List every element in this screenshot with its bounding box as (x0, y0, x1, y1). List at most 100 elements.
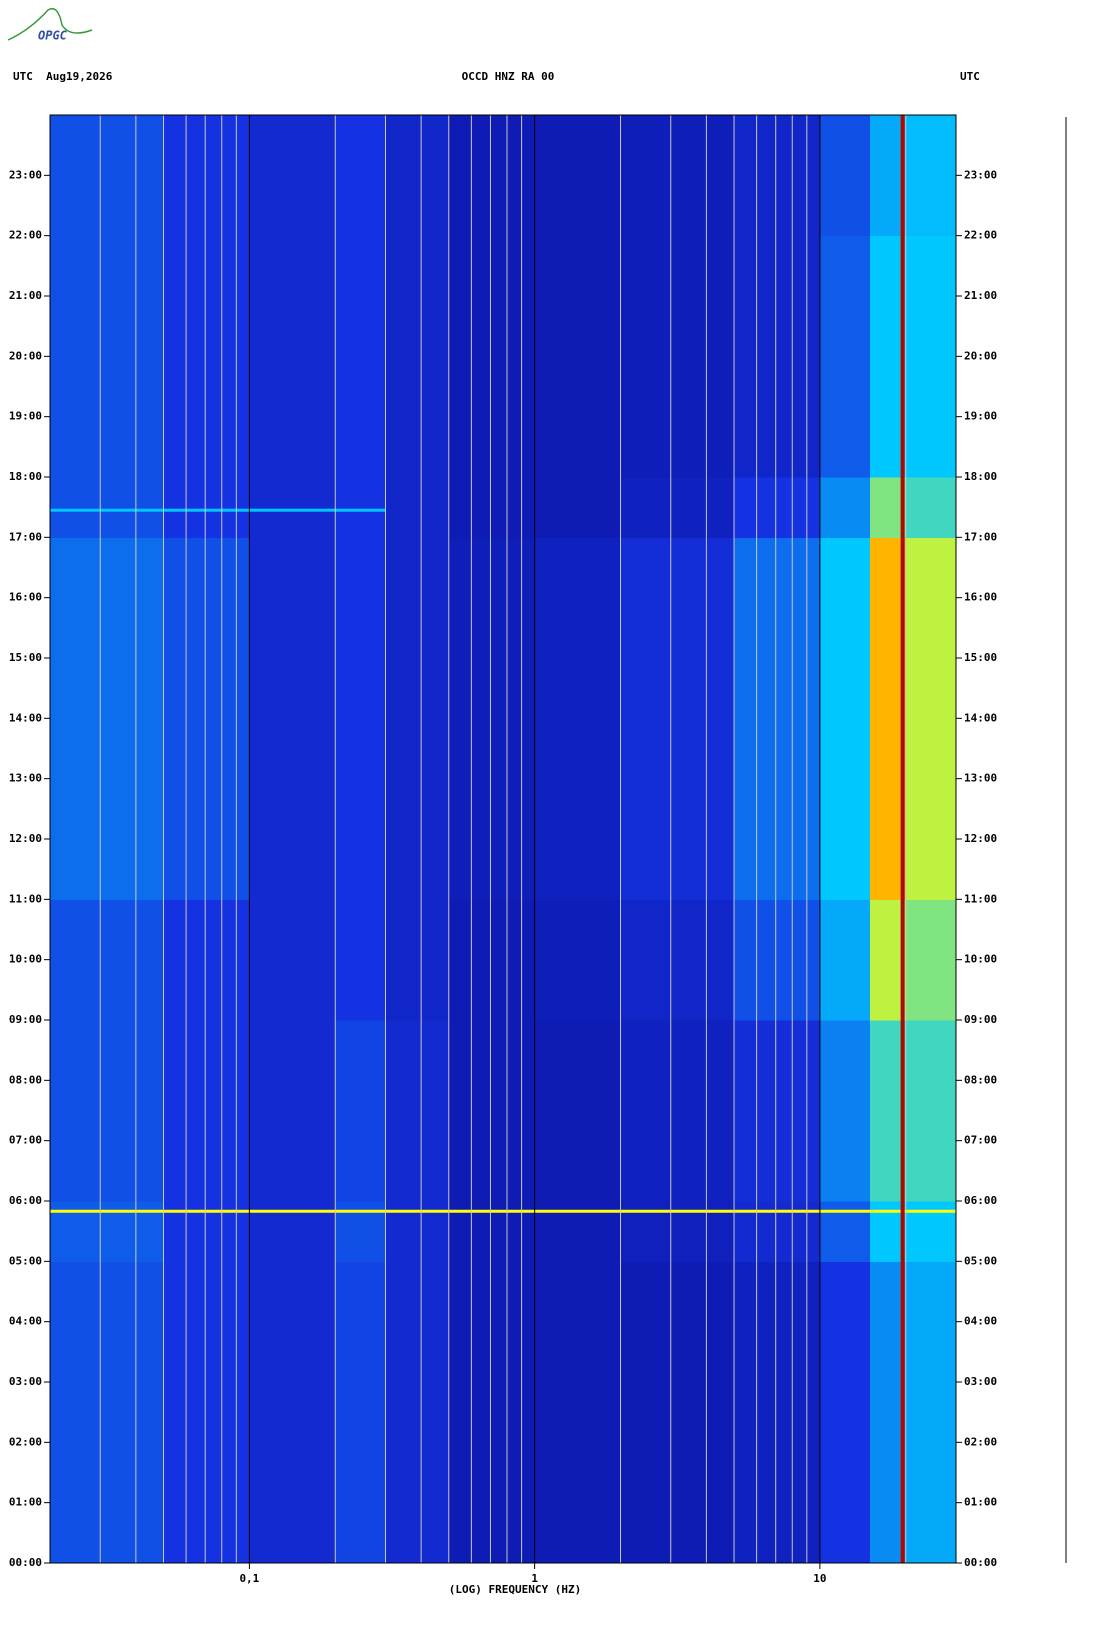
spectrogram-cell (385, 1321, 450, 1383)
spectrogram-cell (249, 537, 336, 599)
event-band (50, 508, 386, 512)
spectrogram-cell (870, 1080, 907, 1142)
spectrogram-cell (448, 1080, 536, 1142)
spectrogram-cell (385, 1442, 450, 1504)
spectrogram-cell (448, 839, 536, 900)
y-tick-label: 14:00 (964, 711, 997, 724)
spectrogram-cell (163, 537, 250, 599)
spectrogram-cell (335, 1321, 386, 1383)
y-tick-label: 10:00 (9, 953, 42, 966)
spectrogram-cell (534, 1382, 622, 1443)
spectrogram-cell (385, 1382, 450, 1443)
spectrogram-cell (620, 899, 735, 961)
spectrogram-cell (870, 115, 907, 176)
spectrogram-cell (534, 959, 622, 1021)
spectrogram-cell (905, 477, 957, 538)
y-tick-label: 09:00 (964, 1013, 997, 1026)
spectrogram-cell (448, 175, 536, 237)
y-tick-label: 02:00 (964, 1435, 997, 1448)
spectrogram-cell (870, 1020, 907, 1081)
spectrogram-cell (620, 1261, 735, 1323)
spectrogram-cell (734, 778, 821, 840)
logo-curve (7, 7, 93, 41)
spectrogram-cell (905, 416, 957, 478)
spectrogram-cell (905, 899, 957, 961)
spectrogram-cell (335, 1502, 386, 1564)
spectrogram-cell (50, 899, 165, 961)
spectrogram-cell (335, 1382, 386, 1443)
spectrogram-cell (620, 296, 735, 357)
spectrogram-cell (50, 477, 165, 538)
spectrogram-cell (905, 778, 957, 840)
spectrogram-cell (819, 1020, 871, 1081)
spectrogram-cell (819, 1382, 871, 1443)
spectrogram-cell (249, 597, 336, 659)
spectrogram-cell (534, 658, 622, 719)
spectrogram-cell (249, 839, 336, 900)
spectrogram-cell (819, 1321, 871, 1383)
spectrogram-cell (385, 1261, 450, 1323)
y-tick-label: 17:00 (964, 530, 997, 543)
spectrogram-cell (249, 959, 336, 1021)
spectrogram-cell (448, 1261, 536, 1323)
spectrogram-cell (870, 175, 907, 237)
spectrogram-cell (620, 1321, 735, 1383)
y-tick-label: 06:00 (9, 1194, 42, 1207)
spectrogram-cell (620, 778, 735, 840)
spectrogram-cell (163, 1080, 250, 1142)
spectrogram-cell (50, 1382, 165, 1443)
y-tick-label: 19:00 (964, 410, 997, 423)
spectrogram-cell (335, 1442, 386, 1504)
spectrogram-cell (905, 1020, 957, 1081)
spectrogram-cell (335, 1080, 386, 1142)
spectrogram-cell (534, 1261, 622, 1323)
spectrogram-cell (870, 839, 907, 900)
spectrogram-cell (385, 537, 450, 599)
spectrogram-cell (385, 658, 450, 719)
spectrogram-cell (734, 1321, 821, 1383)
spectrogram-cell (50, 235, 165, 297)
spectrogram-cell (249, 658, 336, 719)
spectrogram-cell (620, 175, 735, 237)
spectrogram-cell (50, 718, 165, 780)
spectrogram-cell (50, 597, 165, 659)
spectrogram-cell (50, 356, 165, 418)
y-tick-label: 00:00 (9, 1556, 42, 1569)
y-tick-label: 20:00 (964, 349, 997, 362)
spectrogram-cell (534, 235, 622, 297)
spectrogram-cell (335, 175, 386, 237)
spectrogram-cell (870, 537, 907, 599)
spectrogram-cell (819, 658, 871, 719)
spectrogram-cell (819, 718, 871, 780)
spectrogram-cell (163, 296, 250, 357)
spectrogram-cell (50, 839, 165, 900)
right-header: UTC (960, 70, 980, 83)
y-tick-label: 18:00 (964, 470, 997, 483)
spectrogram-cell (50, 1321, 165, 1383)
spectrogram-cell (448, 718, 536, 780)
spectrogram-cell (335, 839, 386, 900)
spectrogram-cell (163, 839, 250, 900)
spectrogram-cell (385, 778, 450, 840)
spectrogram-cell (819, 1080, 871, 1142)
spectrogram-cell (249, 899, 336, 961)
x-tick-label: 1 (531, 1572, 538, 1585)
spectrogram-cell (819, 597, 871, 659)
y-tick-label: 08:00 (964, 1073, 997, 1086)
spectrogram-cell (335, 537, 386, 599)
spectrogram-cell (249, 235, 336, 297)
spectrogram-cell (734, 718, 821, 780)
spectrogram-cell (448, 356, 536, 418)
spectrogram-cell (734, 839, 821, 900)
spectrogram-cell (620, 1502, 735, 1564)
spectrogram-cell (819, 175, 871, 237)
spectrogram-cell (50, 1502, 165, 1564)
spectrogram-cell (819, 356, 871, 418)
spectrogram-cell (905, 658, 957, 719)
spectrogram-cell (734, 235, 821, 297)
spectrogram-cell (870, 477, 907, 538)
spectrogram-cell (534, 1020, 622, 1081)
spectrogram-cell (385, 356, 450, 418)
y-tick-label: 00:00 (964, 1556, 997, 1569)
spectrogram-cell (249, 778, 336, 840)
